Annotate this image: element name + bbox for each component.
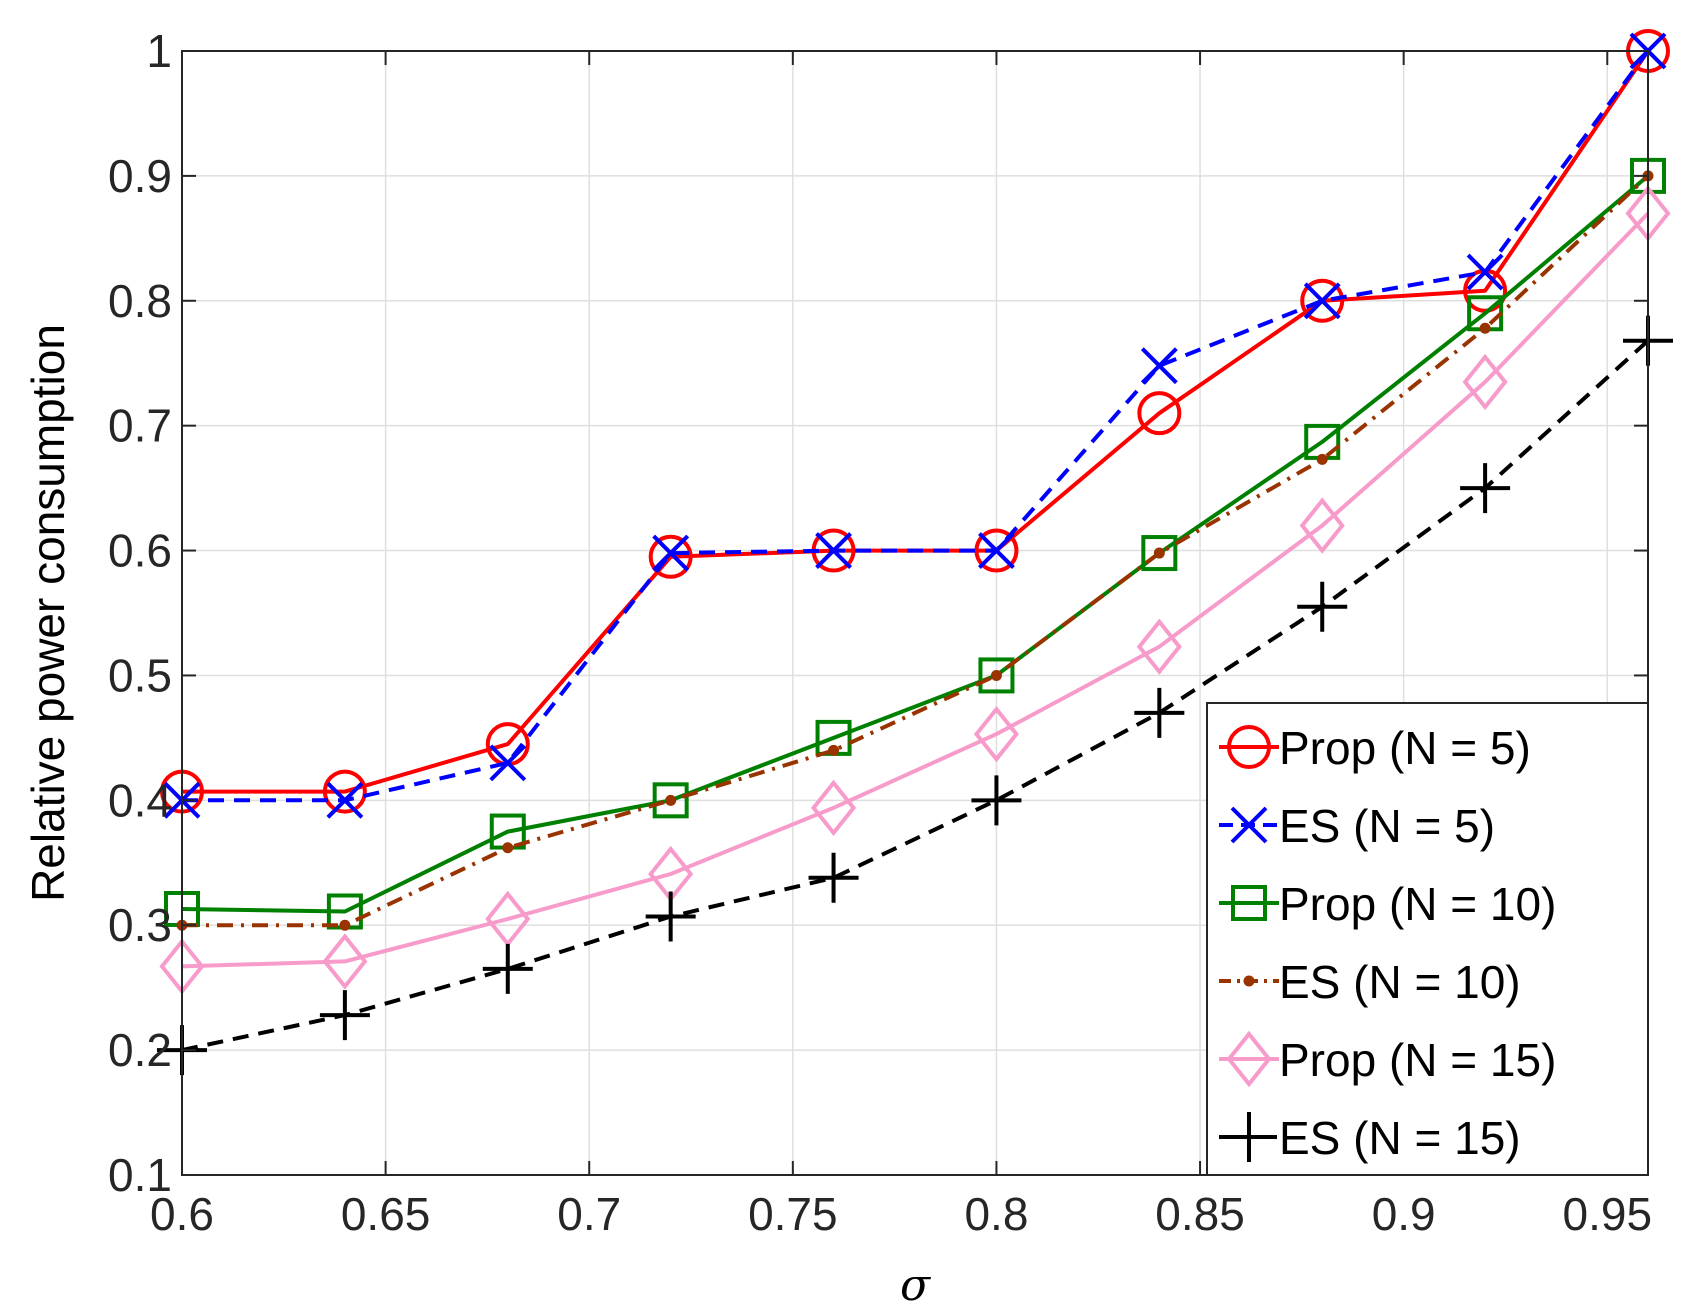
series-line xyxy=(181,339,1650,1053)
data-point xyxy=(652,782,689,819)
x-tick-label: 0.75 xyxy=(748,1188,838,1240)
x-tick-label: 0.95 xyxy=(1563,1188,1653,1240)
data-point xyxy=(1153,547,1165,559)
data-point xyxy=(502,842,514,854)
axis-ticks: 0.6 0.65 0.7 0.75 0.8 0.85 0.9 0.95 0.1 0.2 0.3 0.4… xyxy=(108,25,1652,1240)
x-tick-label: 0.6 xyxy=(150,1188,214,1240)
legend-label: ES (N = 10) xyxy=(1279,956,1521,1008)
data-point xyxy=(489,744,527,782)
legend-item: Prop (N = 10) xyxy=(1219,878,1556,930)
y-tick-label: 0.3 xyxy=(108,899,172,951)
series-line xyxy=(181,174,1650,914)
x-tick-label: 0.9 xyxy=(1372,1188,1436,1240)
legend-marker xyxy=(1231,885,1267,921)
data-point xyxy=(971,775,1022,826)
data-point xyxy=(828,744,840,756)
data-point xyxy=(808,852,859,903)
x-tick-label: 0.85 xyxy=(1155,1188,1245,1240)
legend-marker xyxy=(1230,806,1268,844)
data-point xyxy=(990,669,1002,681)
data-point xyxy=(978,657,1015,694)
y-tick-label: 0.8 xyxy=(108,275,172,327)
data-point xyxy=(974,528,1019,573)
data-point xyxy=(1134,687,1185,738)
legend-label: Prop (N = 15) xyxy=(1279,1034,1556,1086)
y-tick-label: 1 xyxy=(146,25,172,77)
data-point xyxy=(648,534,693,579)
data-point xyxy=(1297,581,1348,632)
y-tick-label: 0.4 xyxy=(108,774,172,826)
data-point xyxy=(339,919,351,931)
y-tick-label: 0.2 xyxy=(108,1024,172,1076)
series-4 xyxy=(176,170,1654,931)
legend-label: Prop (N = 10) xyxy=(1279,878,1556,930)
series-line xyxy=(182,49,1650,803)
legend-marker xyxy=(1226,1030,1272,1088)
legend-marker xyxy=(1224,1112,1274,1162)
x-tick-label: 0.7 xyxy=(557,1188,621,1240)
data-point xyxy=(1303,282,1341,320)
data-point xyxy=(1141,535,1178,572)
data-point xyxy=(1479,322,1491,334)
y-tick-label: 0.6 xyxy=(108,525,172,577)
legend-marker xyxy=(1227,725,1271,769)
data-point xyxy=(322,769,367,814)
data-point xyxy=(973,705,1020,763)
legend-label: Prop (N = 5) xyxy=(1279,722,1531,774)
x-axis-label: σ xyxy=(900,1260,932,1311)
series-layer xyxy=(157,29,1673,1076)
legend-item: Prop (N = 15) xyxy=(1219,1030,1556,1088)
data-point xyxy=(815,532,852,569)
data-point xyxy=(326,781,364,819)
y-tick-label: 0.1 xyxy=(108,1149,172,1201)
legend-item: Prop (N = 5) xyxy=(1219,722,1531,774)
data-point xyxy=(1299,497,1345,554)
data-point xyxy=(652,534,690,572)
data-point xyxy=(319,990,370,1041)
legend-marker xyxy=(1243,975,1255,987)
legend-item: ES (N = 15) xyxy=(1219,1112,1521,1164)
legend-label: ES (N = 5) xyxy=(1279,800,1495,852)
data-point xyxy=(978,532,1015,569)
series-6 xyxy=(157,315,1673,1076)
y-tick-label: 0.5 xyxy=(108,649,172,701)
data-point xyxy=(1140,347,1178,385)
y-tick-label: 0.7 xyxy=(108,400,172,452)
legend-box xyxy=(1206,702,1649,1176)
data-point xyxy=(665,794,677,806)
data-point xyxy=(1300,278,1345,323)
data-point xyxy=(1460,463,1511,514)
data-point xyxy=(645,891,696,942)
legend-item: ES (N = 10) xyxy=(1219,956,1521,1008)
data-point xyxy=(1316,453,1328,465)
data-point xyxy=(810,779,857,837)
data-point xyxy=(1136,618,1182,675)
data-point xyxy=(482,943,533,994)
data-point xyxy=(1137,391,1182,436)
data-point xyxy=(1462,353,1508,411)
legend-item: ES (N = 5) xyxy=(1219,800,1495,852)
data-point xyxy=(322,933,368,990)
y-tick-label: 0.9 xyxy=(108,150,172,202)
data-point xyxy=(1466,253,1504,291)
series-2 xyxy=(163,32,1667,819)
legend: Prop (N = 5) ES (N = 5) Prop (N = 10) ES (N… xyxy=(1206,702,1649,1176)
x-tick-label: 0.65 xyxy=(341,1188,431,1240)
axes-frame xyxy=(181,50,1649,1176)
x-tick-label: 0.8 xyxy=(964,1188,1028,1240)
series-line xyxy=(181,212,1650,969)
y-axis-label: Relative power consumption xyxy=(22,324,74,902)
legend-label: ES (N = 15) xyxy=(1279,1112,1521,1164)
series-line xyxy=(182,174,1650,928)
